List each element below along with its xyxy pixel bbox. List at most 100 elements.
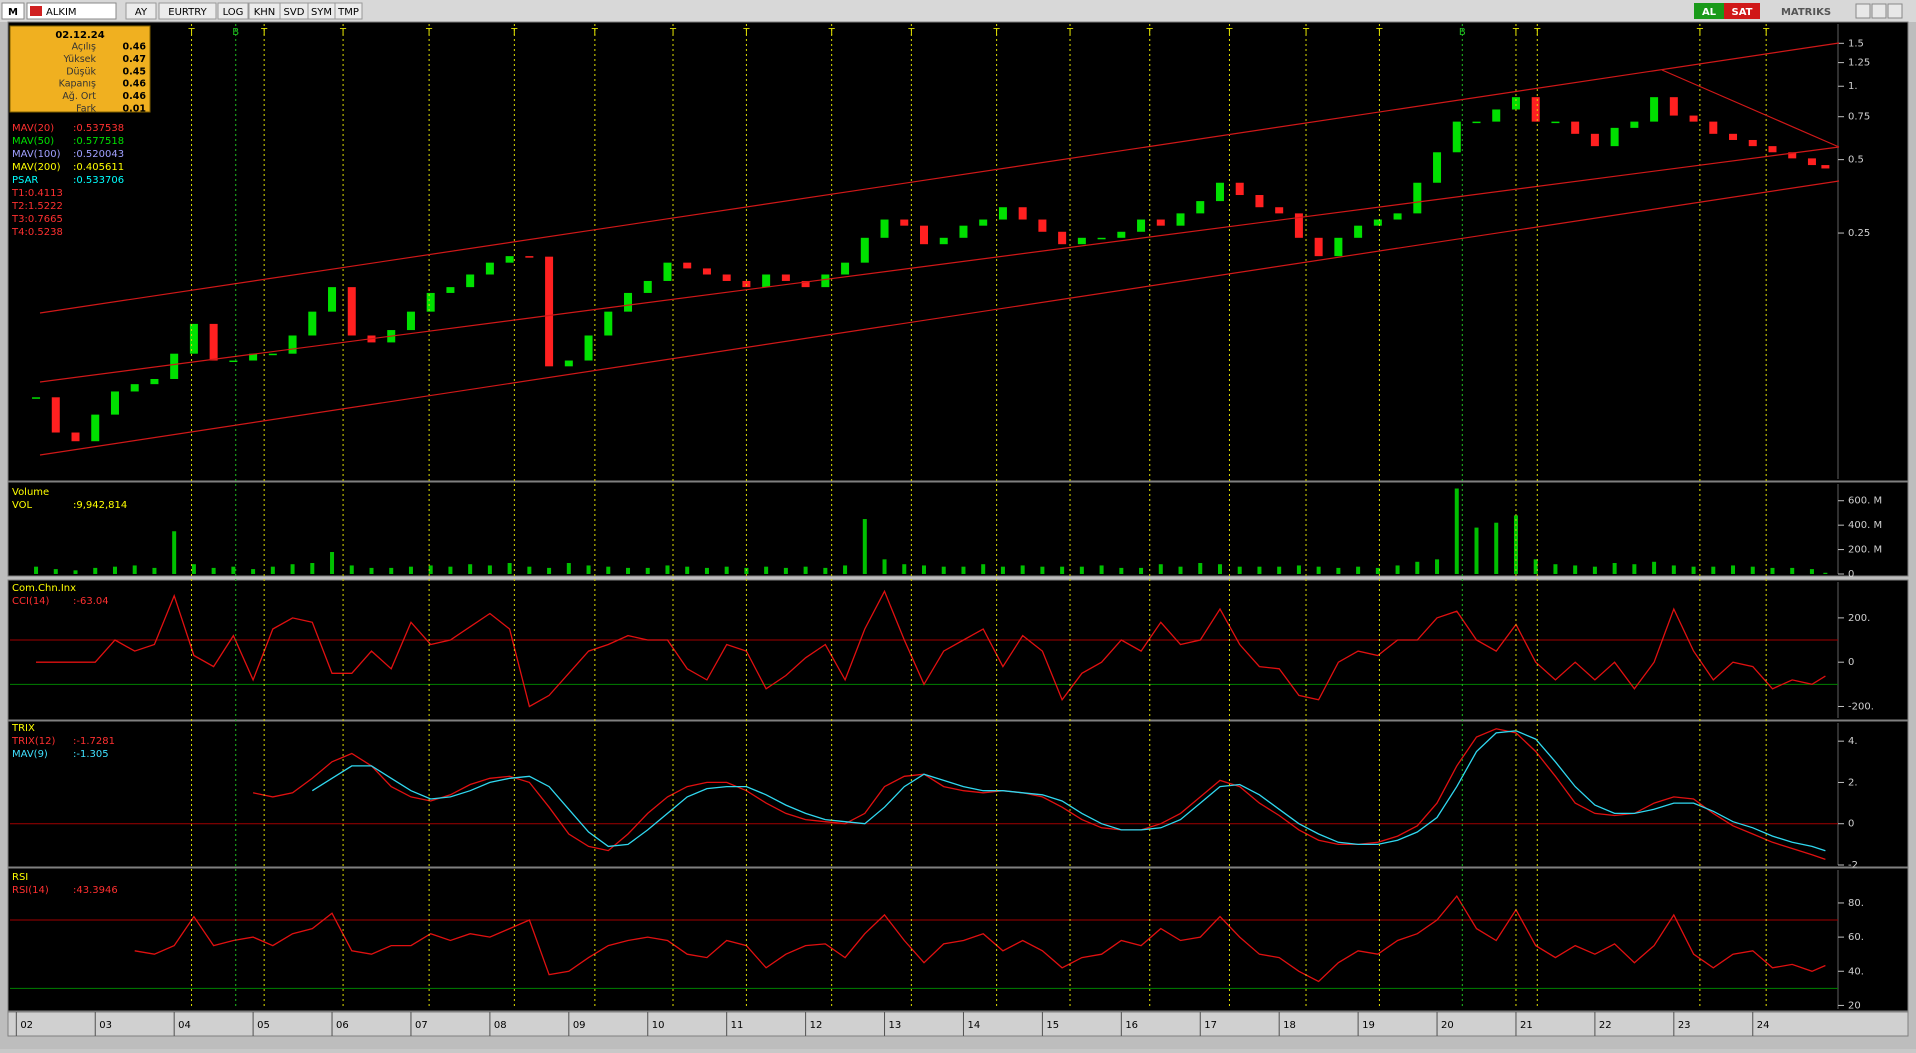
x-tick-label: 02 <box>20 1020 33 1031</box>
volume-bar <box>1632 564 1637 574</box>
candle <box>781 274 790 281</box>
candle <box>1788 152 1797 159</box>
y-tick-label: 40. <box>1848 966 1864 977</box>
info-label: Açılış <box>72 42 96 53</box>
candle <box>683 262 692 269</box>
symbol[interactable]: ALKIM <box>46 7 77 18</box>
x-tick-label: 06 <box>336 1020 349 1031</box>
close-button[interactable] <box>1887 3 1903 19</box>
candle <box>1590 133 1599 147</box>
volume-bar <box>1435 559 1440 574</box>
x-tick-label: 10 <box>652 1020 665 1031</box>
signal-label: T <box>1375 27 1383 38</box>
candle <box>584 335 593 361</box>
volume-bar <box>172 531 177 574</box>
volume-bar <box>704 567 709 574</box>
volume-bar <box>1474 527 1479 574</box>
volume-bar <box>191 564 196 574</box>
logo-box <box>1 2 25 20</box>
volume-bar <box>468 564 473 574</box>
info-label: Yüksek <box>62 54 96 65</box>
signal-label: T <box>1302 27 1310 38</box>
signal-label: T <box>1762 27 1770 38</box>
x-tick-label: 15 <box>1046 1020 1059 1031</box>
toolbar <box>0 0 1916 22</box>
toolbar-button-label[interactable]: SYM <box>311 7 332 18</box>
toolbar-button[interactable] <box>217 2 249 20</box>
candle <box>604 311 613 336</box>
toolbar-button[interactable] <box>158 2 217 20</box>
candle <box>1294 213 1303 238</box>
toolbar-button-label[interactable]: SVD <box>284 7 305 18</box>
candle <box>1571 121 1580 134</box>
y-tick-label: 4. <box>1848 736 1858 747</box>
plots: 0.25 0.5 0.75 1. 1.25 1.5 MAV(20):0.537538 MAV(… <box>7 21 1909 1037</box>
candle <box>466 274 475 288</box>
buy-button[interactable] <box>1694 3 1724 19</box>
buy-label[interactable]: AL <box>1702 7 1717 18</box>
volume-bar <box>1139 567 1144 574</box>
volume-bar <box>1178 566 1183 574</box>
volume-bar <box>1119 567 1124 574</box>
candle <box>426 292 435 312</box>
signal-label: T <box>1533 27 1541 38</box>
volume-bar <box>803 566 808 574</box>
maximize-button[interactable] <box>1871 3 1887 19</box>
toolbar-button-label[interactable]: TMP <box>337 7 359 18</box>
volume-bar <box>902 564 907 574</box>
toolbar-button-label[interactable]: AY <box>135 7 148 18</box>
y-tick-label: 60. <box>1848 932 1864 943</box>
info-label: Ağ. Ort <box>62 91 96 102</box>
x-tick-label: 04 <box>178 1020 191 1031</box>
candle <box>1117 231 1126 238</box>
legend-label: MAV(200) <box>12 162 61 173</box>
candle <box>1492 109 1501 122</box>
volume-bar <box>1296 565 1301 574</box>
volume-bar <box>73 570 78 574</box>
signal-label: T <box>828 27 836 38</box>
volume-bar <box>349 565 354 574</box>
legend-label: VOL <box>12 500 33 511</box>
legend-value: :0.520043 <box>73 149 124 160</box>
minimize-button[interactable] <box>1855 3 1871 19</box>
x-tick-label: 14 <box>967 1020 980 1031</box>
toolbar-button-label[interactable]: LOG <box>223 7 244 18</box>
y-tick-label: 1.25 <box>1848 58 1870 69</box>
legend-value: :0.405611 <box>73 162 124 173</box>
volume-bar <box>566 563 571 574</box>
volume-bar <box>507 563 512 574</box>
info-label: Düşük <box>66 66 96 77</box>
signal-label: T <box>187 27 195 38</box>
panel <box>7 579 1909 721</box>
toolbar-button-label[interactable]: KHN <box>254 7 276 18</box>
signal-label: T <box>1066 27 1074 38</box>
toolbar-button[interactable] <box>125 2 157 20</box>
volume-bar <box>1060 566 1065 574</box>
panel-title: Volume <box>12 487 49 498</box>
volume-bar <box>93 567 98 574</box>
legend-label: PSAR <box>12 175 38 186</box>
candle <box>1768 146 1777 153</box>
toolbar-button-label[interactable]: EURTRY <box>168 7 207 18</box>
toolbar-button[interactable] <box>334 2 363 20</box>
symbol-field[interactable] <box>26 2 117 20</box>
x-tick-label: 11 <box>731 1020 744 1031</box>
candle <box>1038 219 1047 232</box>
volume-bar <box>1652 561 1657 574</box>
volume-bar <box>1395 565 1400 574</box>
sell-button[interactable] <box>1724 3 1760 19</box>
volume-bar <box>981 564 986 574</box>
sell-label[interactable]: SAT <box>1732 7 1753 18</box>
candle <box>1472 121 1481 124</box>
volume-bar <box>783 567 788 574</box>
legend-label: RSI(14) <box>12 885 49 896</box>
candle <box>1748 139 1757 147</box>
volume-bar <box>1454 488 1459 574</box>
candle <box>1097 237 1106 240</box>
volume-bar <box>961 566 966 574</box>
y-tick-label: 0.5 <box>1848 155 1864 166</box>
info-date: 02.12.24 <box>55 30 104 41</box>
x-tick-label: 08 <box>494 1020 507 1031</box>
legend-value: :-1.305 <box>73 749 109 760</box>
volume-bar <box>1770 567 1775 574</box>
